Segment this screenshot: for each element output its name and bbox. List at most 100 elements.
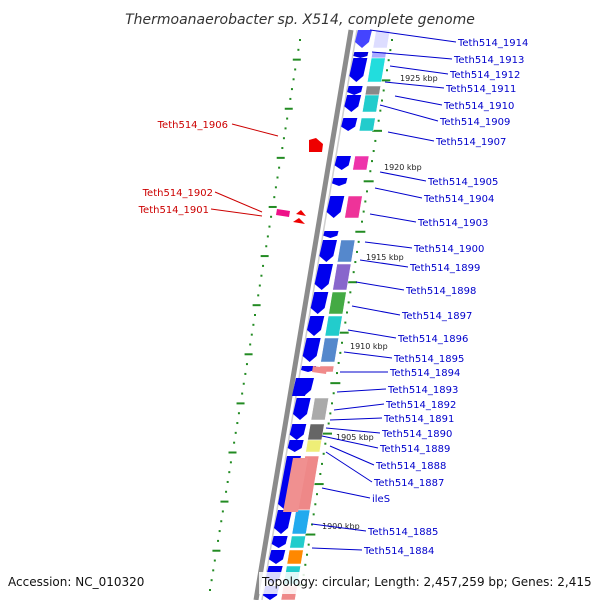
gene-category-block[interactable] <box>320 337 339 363</box>
gene-label[interactable]: Teth514_1898 <box>405 286 476 297</box>
feature-1902[interactable] <box>276 209 290 217</box>
gene-category-block[interactable] <box>291 509 311 535</box>
feature-1906[interactable] <box>309 138 323 152</box>
genome-backbone <box>253 29 358 600</box>
gene-label[interactable]: Teth514_1904 <box>423 194 494 205</box>
kbp-label: 1925 kbp <box>400 74 438 83</box>
gene-label[interactable]: Teth514_1896 <box>397 334 468 345</box>
accession-text: Accession: NC_010320 <box>8 575 144 589</box>
gene-arrow[interactable] <box>314 264 333 290</box>
gene-arrow[interactable] <box>302 338 321 362</box>
gene-arrow[interactable] <box>323 231 339 238</box>
gene-label[interactable]: Teth514_1894 <box>389 368 460 379</box>
feature-1901b[interactable] <box>293 218 305 224</box>
leader-line <box>369 213 417 223</box>
gene-arrow[interactable] <box>353 52 369 58</box>
gene-arrow[interactable] <box>268 550 286 564</box>
gene-category-block[interactable] <box>352 155 370 171</box>
gene-category-block[interactable] <box>332 263 352 291</box>
gene-label[interactable]: Teth514_1892 <box>385 400 456 411</box>
footer-backdrop <box>259 572 593 594</box>
gene-category-block[interactable] <box>367 57 386 83</box>
gene-label[interactable]: Teth514_1891 <box>383 414 454 425</box>
leader-line <box>359 259 409 268</box>
leader-line <box>369 29 457 43</box>
leader-line <box>231 123 279 137</box>
gene-arrow[interactable] <box>273 510 292 534</box>
gene-category-block[interactable] <box>364 85 381 96</box>
gene-label[interactable]: Teth514_1902 <box>142 188 213 199</box>
gene-label[interactable]: Teth514_1912 <box>449 70 520 81</box>
gene-label[interactable]: Teth514_1907 <box>435 137 506 148</box>
gene-labels: Teth514_1914 Teth514_1913 Teth514_1912 Teth… <box>138 38 529 557</box>
gene-category-block[interactable] <box>372 29 391 49</box>
reverse-features <box>276 138 323 224</box>
gene-category-block[interactable] <box>328 291 347 315</box>
feature-1901a[interactable] <box>296 210 306 216</box>
gene-leader-lines <box>210 29 457 551</box>
gene-label[interactable]: Teth514_1911 <box>445 84 516 95</box>
gene-label[interactable]: Teth514_1897 <box>401 311 472 322</box>
gene-label[interactable]: Teth514_1901 <box>138 205 209 216</box>
gene-arrow[interactable] <box>341 118 358 131</box>
gene-label[interactable]: Teth514_1914 <box>457 38 528 49</box>
gene-label[interactable]: Teth514_1903 <box>417 218 488 229</box>
gene-label[interactable]: Teth514_1893 <box>387 385 458 396</box>
leader-line <box>389 65 449 75</box>
gene-arrow[interactable] <box>287 440 304 452</box>
gene-category-block[interactable] <box>324 315 343 337</box>
gene-label[interactable]: Teth514_1888 <box>375 461 446 472</box>
leader-line <box>311 523 367 532</box>
kbp-label: 1910 kbp <box>350 342 388 351</box>
gene-label[interactable]: Teth514_1913 <box>453 55 524 66</box>
gene-arrow[interactable] <box>354 30 372 48</box>
gene-arrow[interactable] <box>289 424 307 440</box>
gene-label[interactable]: Teth514_1895 <box>393 354 464 365</box>
gene-category-block[interactable] <box>358 117 376 132</box>
gene-category-block[interactable] <box>362 94 380 113</box>
gene-category-block[interactable] <box>337 239 356 263</box>
leader-line <box>387 131 435 142</box>
gene-label[interactable]: Teth514_1900 <box>413 244 484 255</box>
gene-category-block[interactable] <box>286 549 304 565</box>
leader-line <box>321 435 379 449</box>
gene-category-block[interactable] <box>307 423 325 441</box>
gene-arrow[interactable] <box>271 536 288 548</box>
gene-arrow[interactable] <box>331 178 348 186</box>
gene-label[interactable]: Teth514_1890 <box>381 429 452 440</box>
gene-arrow[interactable] <box>344 95 362 112</box>
gene-arrow[interactable] <box>319 240 337 262</box>
gene-category-block[interactable] <box>312 366 327 374</box>
gene-arrow[interactable] <box>347 86 363 95</box>
gene-arrow[interactable] <box>310 292 329 314</box>
leader-line <box>325 427 381 434</box>
gene-category-block[interactable] <box>289 535 306 549</box>
leader-line <box>347 329 397 339</box>
gene-arrow[interactable] <box>334 156 351 170</box>
gene-label[interactable]: Teth514_1884 <box>363 546 434 557</box>
gene-label[interactable]: Teth514_1906 <box>157 120 228 131</box>
gene-arrow[interactable] <box>292 398 311 420</box>
leader-line <box>394 95 443 106</box>
gene-category-block[interactable] <box>310 397 329 421</box>
gene-arrow[interactable] <box>300 366 316 372</box>
gene-label[interactable]: Teth514_1910 <box>443 101 514 112</box>
gene-arrow[interactable] <box>292 378 309 396</box>
gene-arrow[interactable] <box>349 58 368 82</box>
gene-category-block[interactable] <box>283 458 308 512</box>
gene-label[interactable]: Teth514_1887 <box>373 478 444 489</box>
gene-label[interactable]: Teth514_1889 <box>379 444 450 455</box>
gene-category-block[interactable] <box>344 195 363 219</box>
gene-category-block[interactable] <box>305 439 322 453</box>
gene-label[interactable]: ileS <box>372 494 390 505</box>
leader-line <box>329 417 383 421</box>
gene-label[interactable]: Teth514_1909 <box>439 117 510 128</box>
gene-label[interactable]: Teth514_1905 <box>427 177 498 188</box>
leader-line <box>374 187 423 199</box>
gene-label[interactable]: Teth514_1899 <box>409 263 480 274</box>
gene-label[interactable]: Teth514_1885 <box>367 527 438 538</box>
leader-line <box>343 351 393 359</box>
gene-arrow[interactable] <box>306 316 325 336</box>
gene-arrow[interactable] <box>326 196 345 218</box>
